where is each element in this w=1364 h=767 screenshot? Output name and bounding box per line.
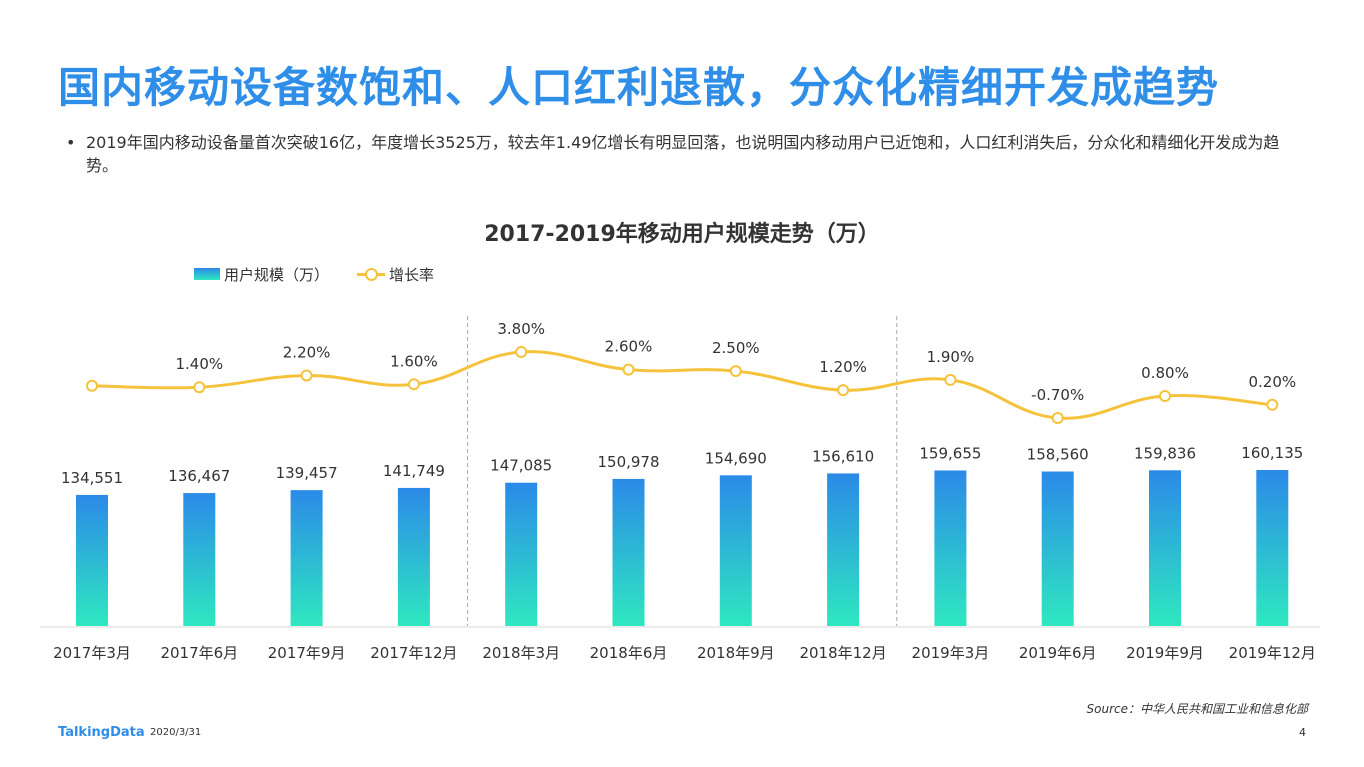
line-point [300, 369, 313, 382]
bar [505, 482, 538, 626]
bar-value-label: 134,551 [61, 469, 123, 487]
x-tick-label: 2019年12月 [1229, 644, 1316, 662]
line-point [1159, 390, 1171, 402]
chart-title: 2017-2019年移动用户规模走势（万） [484, 222, 880, 247]
x-tick-label: 2018年9月 [697, 644, 775, 662]
bar [290, 490, 323, 626]
bar [1041, 471, 1074, 626]
bar-value-label: 150,978 [597, 453, 659, 471]
line-point [515, 346, 528, 358]
line-value-label: 0.80% [1141, 364, 1189, 382]
bar-value-label: 147,085 [490, 457, 552, 475]
line-value-label: 1.60% [390, 352, 438, 370]
line-point [729, 365, 742, 378]
line-point [407, 378, 420, 391]
line-point [1266, 398, 1279, 411]
line-value-label: 2.60% [605, 338, 653, 356]
bar [827, 473, 860, 626]
bar-value-label: 158,560 [1027, 446, 1089, 464]
bar [1149, 470, 1181, 626]
bar [1256, 470, 1289, 626]
x-tick-label: 2017年12月 [370, 644, 457, 662]
bar-value-label: 139,457 [276, 464, 338, 482]
x-tick-label: 2019年9月 [1126, 644, 1204, 662]
line-point [837, 384, 850, 397]
line-value-label: 1.20% [819, 358, 867, 376]
x-tick-label: 2017年3月 [53, 644, 131, 662]
line-point [193, 381, 206, 394]
line-value-label: 2.20% [283, 343, 331, 361]
summary-text: 2019年国内移动设备量首次突破16亿，年度增长3525万，较去年1.49亿增长… [86, 133, 1280, 175]
bar-value-label: 154,690 [705, 449, 767, 467]
line-point [622, 363, 635, 376]
bullet-marker: • [66, 133, 76, 152]
line-value-label: 3.80% [497, 320, 545, 338]
page-number: 4 [1299, 726, 1306, 739]
x-tick-label: 2018年6月 [590, 644, 668, 662]
page-title: 国内移动设备数饱和、人口红利退散，分众化精细开发成趋势 [58, 63, 1220, 112]
chart-legend: 用户规模（万） 增长率 [194, 264, 434, 284]
x-tick-label: 2017年6月 [160, 644, 238, 662]
line-value-label: 0.20% [1248, 373, 1296, 391]
bar [719, 475, 752, 626]
line-point [86, 379, 98, 392]
report-date: 2020/3/31 [150, 727, 202, 738]
bar [934, 470, 967, 626]
legend-line-label: 增长率 [389, 265, 435, 284]
bar-value-label: 160,135 [1241, 444, 1303, 462]
bar-value-label: 159,655 [919, 444, 981, 462]
line-value-label: -0.70% [1031, 386, 1084, 404]
combo-chart: 134,551 136,467 139,457 141,749 147,085 150,9… [40, 316, 1320, 662]
bar [612, 478, 645, 626]
x-tick-label: 2019年3月 [912, 644, 990, 662]
x-tick-label: 2017年9月 [268, 644, 346, 662]
talkingdata-logo: TalkingData [58, 725, 145, 740]
growth-rate-line [91, 350, 1273, 420]
bar [397, 487, 430, 626]
bar-value-label: 156,610 [812, 447, 874, 465]
x-tick-label: 2019年6月 [1019, 644, 1097, 662]
x-tick-label: 2018年12月 [799, 644, 886, 662]
bar [183, 493, 216, 626]
line-point [944, 373, 957, 386]
line-value-label: 1.40% [175, 355, 223, 373]
bar-value-label: 159,836 [1134, 444, 1196, 462]
bar-value-label: 141,749 [383, 462, 445, 480]
legend-bar-swatch [194, 268, 220, 280]
x-tick-label: 2018年3月 [482, 644, 560, 662]
bar [76, 494, 108, 626]
line-point [1051, 412, 1064, 424]
source-note: Source：中华人民共和国工业和信息化部 [1086, 702, 1308, 716]
legend-line-swatch [357, 268, 386, 281]
legend-bar-label: 用户规模（万） [224, 265, 330, 284]
summary-bullet: • 2019年国内移动设备量首次突破16亿，年度增长3525万，较去年1.49亿… [66, 131, 1296, 177]
line-value-label: 2.50% [712, 339, 760, 357]
bar-value-label: 136,467 [168, 467, 230, 485]
line-value-label: 1.90% [927, 348, 975, 366]
